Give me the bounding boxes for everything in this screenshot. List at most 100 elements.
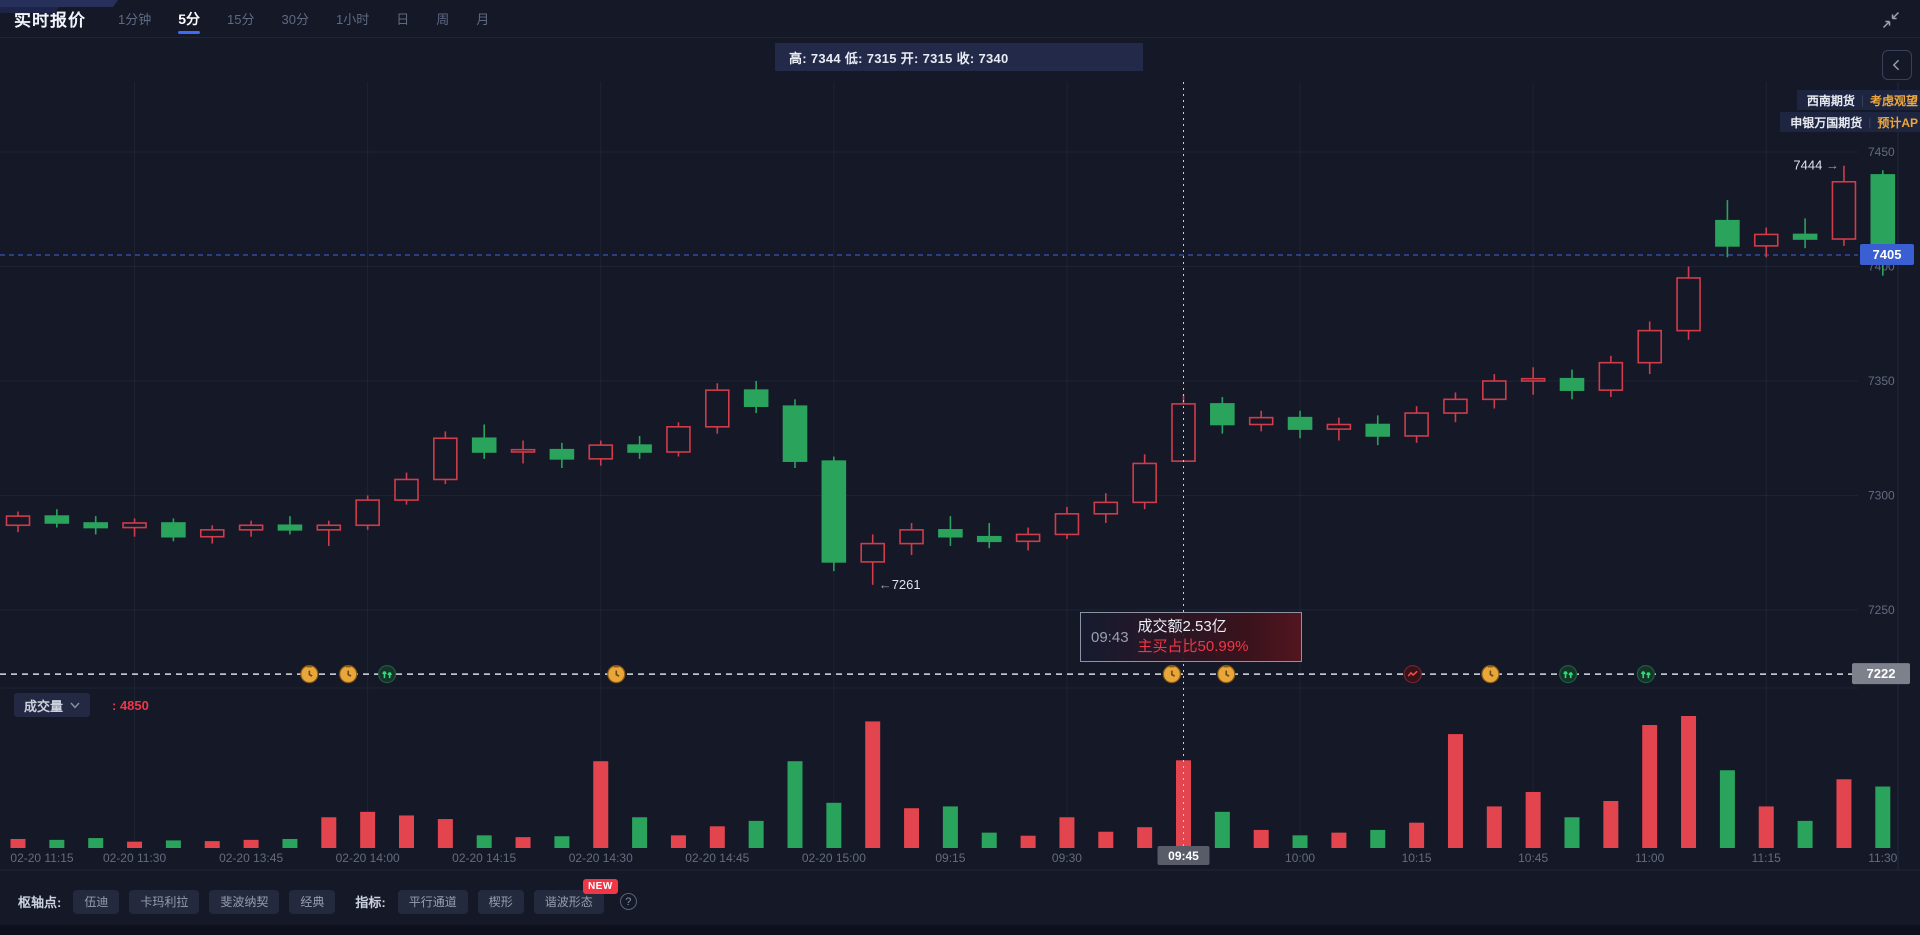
volume-bar: [632, 817, 648, 848]
volume-bar: [593, 761, 609, 848]
volume-bar: [282, 838, 298, 848]
volume-bar: [1603, 800, 1619, 848]
chevron-left-button[interactable]: [1882, 50, 1912, 80]
candle-body: [1831, 180, 1857, 240]
candle-body: [1054, 513, 1080, 536]
volume-label: 成交量: [24, 698, 64, 714]
indicator-buttons: 平行通道 楔形 谐波形态 NEW: [397, 878, 618, 914]
volume-bar: [1836, 779, 1852, 848]
volume-bar: [49, 839, 65, 848]
axis-label: 10:15: [1402, 851, 1432, 865]
volume-bar: [399, 815, 414, 848]
analyst-pill[interactable]: 申银万国期货 | 预计AP: [1780, 112, 1920, 132]
candle-body: [1520, 377, 1546, 382]
candle-body: [199, 529, 225, 538]
event-marker-orange-icon[interactable]: [339, 665, 358, 684]
axis-label: 10:00: [1285, 851, 1315, 865]
volume-bar: [204, 841, 220, 848]
event-marker-green-icon[interactable]: [1636, 665, 1655, 684]
indicator-button-1[interactable]: 平行通道: [397, 889, 468, 914]
candle-body: [1792, 233, 1818, 240]
event-marker-orange-icon[interactable]: [607, 665, 626, 684]
volume-bar: [1447, 734, 1463, 848]
candle-body: [743, 389, 769, 407]
volume-bar: [1020, 835, 1036, 848]
hover-turnover: 成交额2.53亿: [1137, 618, 1227, 635]
pill-divider: |: [1868, 115, 1872, 129]
event-marker-orange-icon[interactable]: [1162, 665, 1181, 684]
tab-interval-月[interactable]: 月: [476, 12, 490, 27]
candle-body: [510, 448, 536, 453]
chevron-down-icon: [70, 702, 80, 709]
volume-bar: [165, 840, 181, 848]
tab-interval-1小时[interactable]: 1小时: [335, 12, 370, 27]
pivot-button-1[interactable]: 伍迪: [73, 889, 120, 914]
candle-body: [588, 444, 614, 460]
axis-label: 7250: [1868, 603, 1895, 617]
indicator-button-2[interactable]: 楔形: [477, 889, 524, 914]
volume-bar: [127, 841, 143, 848]
axis-label: 09:45: [1168, 849, 1199, 863]
axis-label: 02-20 14:30: [569, 851, 633, 865]
event-marker-green-icon[interactable]: [377, 665, 397, 684]
pivot-button-2[interactable]: 卡玛利拉: [129, 889, 200, 914]
candle-body: [277, 524, 303, 531]
volume-bar: [88, 838, 104, 848]
event-marker-orange-icon[interactable]: [1481, 665, 1500, 684]
tab-interval-5分[interactable]: 5分: [178, 0, 200, 37]
current-price-badge: [1860, 244, 1914, 266]
volume-bar: [1719, 770, 1735, 848]
candle-body: [161, 522, 186, 538]
volume-bar: [1176, 760, 1191, 848]
volume-bar: [981, 832, 997, 848]
axis-label: 11:15: [1752, 851, 1781, 865]
candle-body: [83, 522, 108, 529]
event-marker-orange-icon[interactable]: [1217, 665, 1236, 684]
axis-label: 02-20 14:00: [336, 851, 400, 865]
axis-label: 02-20 11:15: [10, 851, 73, 865]
event-marker-green-icon[interactable]: [1559, 665, 1578, 684]
corner-decoration: [0, 0, 118, 7]
volume-bar: [476, 835, 492, 848]
tab-interval-周[interactable]: 周: [436, 12, 450, 27]
volume-bar: [321, 817, 337, 848]
pivot-button-3[interactable]: 斐波纳契: [209, 889, 280, 914]
volume-bar: [1797, 820, 1813, 848]
volume-indicator-dropdown[interactable]: 成交量: [14, 693, 91, 717]
pivot-button-4[interactable]: 经典: [289, 889, 336, 914]
candle-body: [1753, 233, 1779, 247]
candle-body: [627, 444, 652, 453]
candle-body: [1443, 398, 1468, 414]
tab-interval-1分钟[interactable]: 1分钟: [118, 12, 152, 27]
candle-body: [355, 499, 380, 527]
collapse-icon[interactable]: [1880, 9, 1902, 31]
volume-bar: [1875, 786, 1891, 848]
tab-interval-日[interactable]: 日: [396, 12, 410, 27]
footer-strip: [0, 925, 1920, 935]
analyst-pills: 西南期货 | 考虑观望 申银万国期货 | 预计AP: [1780, 90, 1920, 132]
ohlc-readout: 高: 7344 低: 7315 开: 7315 收: 7340: [775, 43, 1143, 71]
axis-label: 02-20 14:15: [452, 851, 516, 865]
pivot-label: 枢轴点:: [18, 895, 62, 910]
candle-body: [899, 529, 924, 545]
axis-label: 7222: [1867, 666, 1896, 681]
analyst-note: 预计AP: [1877, 115, 1918, 130]
candle-body: [782, 405, 808, 462]
volume-bar: [554, 836, 570, 848]
tab-interval-15分[interactable]: 15分: [227, 12, 255, 27]
candle-body: [1132, 462, 1157, 504]
candle-body: [44, 515, 70, 524]
analyst-note: 考虑观望: [1869, 93, 1918, 108]
axis-label: 09:30: [1052, 851, 1082, 865]
event-marker-orange-icon[interactable]: [300, 665, 319, 684]
candle-body: [666, 425, 691, 453]
price-annotation: 7444 →: [1793, 158, 1839, 173]
indicator-button-3[interactable]: 谐波形态 NEW: [533, 878, 618, 914]
help-icon[interactable]: ?: [619, 893, 637, 910]
tab-interval-30分[interactable]: 30分: [281, 12, 309, 27]
candle-body: [1870, 174, 1896, 256]
event-marker-red-icon[interactable]: [1403, 665, 1422, 684]
analyst-pill[interactable]: 西南期货 | 考虑观望: [1796, 90, 1920, 110]
volume-bar: [515, 837, 531, 848]
